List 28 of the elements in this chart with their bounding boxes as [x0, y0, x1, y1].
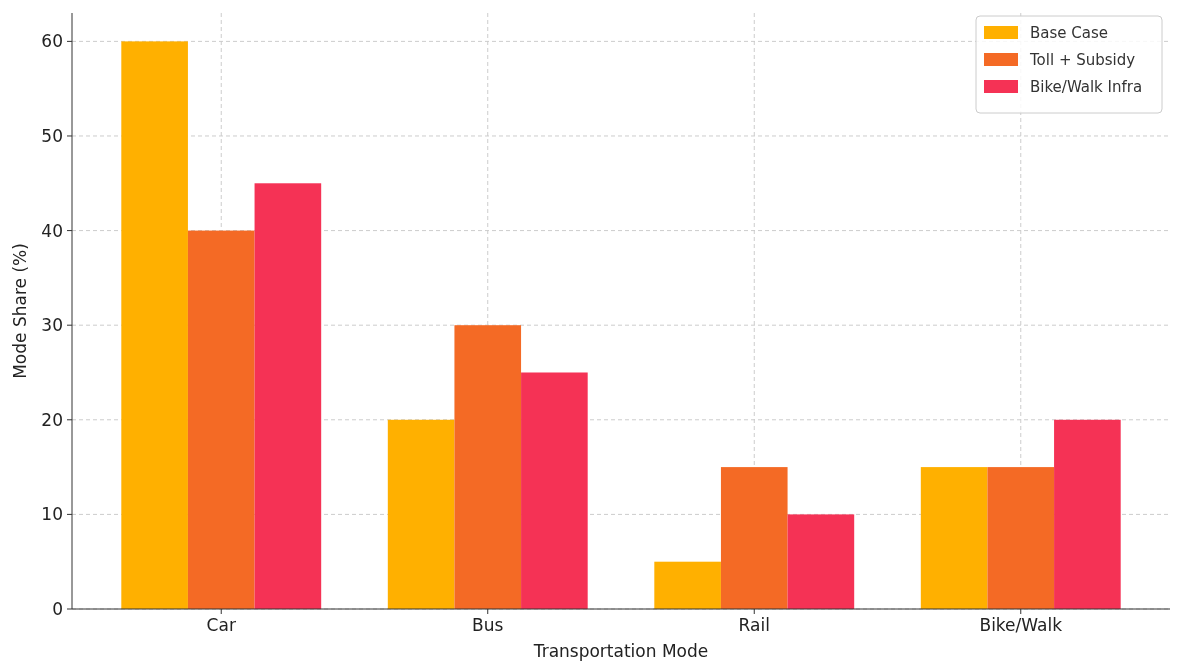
y-tick-label: 20: [41, 409, 63, 430]
bar: [521, 372, 588, 609]
bar: [254, 183, 322, 609]
x-axis-title: Transportation Mode: [532, 641, 709, 661]
legend-label: Toll + Subsidy: [1029, 51, 1136, 70]
legend-label: Bike/Walk Infra: [1030, 78, 1143, 97]
y-tick-label: 30: [41, 315, 63, 336]
bar: [787, 514, 855, 609]
y-tick-label: 50: [41, 125, 63, 146]
x-tick-label: Car: [206, 615, 236, 635]
bar: [987, 467, 1055, 609]
y-tick-label: 10: [41, 504, 63, 525]
legend-label: Base Case: [1030, 24, 1109, 43]
x-tick-label: Bus: [472, 615, 504, 635]
bar: [1054, 419, 1121, 609]
x-tick-label: Bike/Walk: [979, 615, 1063, 635]
bar: [920, 467, 988, 609]
bar: [454, 325, 522, 609]
y-tick-label: 60: [41, 31, 63, 52]
bar: [387, 419, 455, 609]
bar: [720, 467, 788, 609]
bar: [654, 561, 721, 609]
x-tick-label: Rail: [738, 615, 770, 635]
bar: [121, 41, 188, 609]
y-tick-label: 0: [52, 598, 63, 619]
y-tick-label: 40: [41, 220, 63, 241]
y-axis-title: Mode Share (%): [10, 243, 30, 379]
bar: [187, 230, 255, 609]
